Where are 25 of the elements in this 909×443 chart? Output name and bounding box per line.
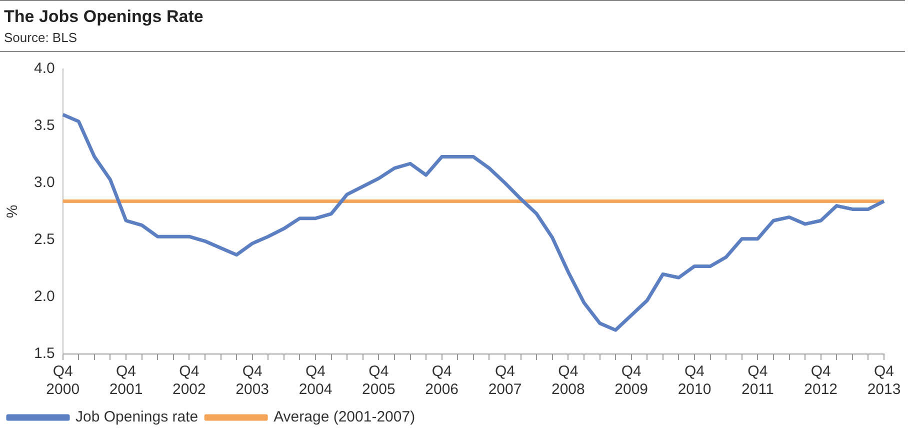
y-tick-label: 4.0 xyxy=(34,60,55,78)
x-tick-label: Q4 2002 xyxy=(172,363,206,398)
x-tick-label: Q4 2010 xyxy=(678,363,712,398)
y-tick-label: 3.0 xyxy=(34,174,55,192)
x-tick-label: Q4 2013 xyxy=(867,363,901,398)
y-tick-label: 1.5 xyxy=(34,345,55,362)
chart-subtitle: Source: BLS xyxy=(4,30,78,45)
x-tick-label: Q4 2000 xyxy=(46,363,80,398)
y-tick-label: 3.5 xyxy=(34,117,55,134)
x-tick-label: Q4 2004 xyxy=(298,363,332,398)
x-tick-label: Q4 2006 xyxy=(425,363,459,398)
x-tick-label: Q4 2011 xyxy=(742,363,774,398)
x-tick-label: Q4 2001 xyxy=(109,363,143,398)
x-tick-label: Q4 2007 xyxy=(488,363,522,398)
chart-title: The Jobs Openings Rate xyxy=(4,7,204,27)
y-tick-label: 2.5 xyxy=(34,231,55,248)
y-tick-label: 2.0 xyxy=(34,288,55,306)
legend-label: Average (2001-2007) xyxy=(274,408,416,426)
y-axis-title: % xyxy=(4,204,22,218)
x-tick-label: Q4 2005 xyxy=(362,363,396,398)
x-tick-label: Q4 2008 xyxy=(551,363,585,398)
x-tick-label: Q4 2012 xyxy=(804,363,838,398)
legend-label: Job Openings rate xyxy=(76,408,198,426)
x-tick-label: Q4 2003 xyxy=(236,363,270,398)
x-tick-label: Q4 2009 xyxy=(614,363,648,398)
